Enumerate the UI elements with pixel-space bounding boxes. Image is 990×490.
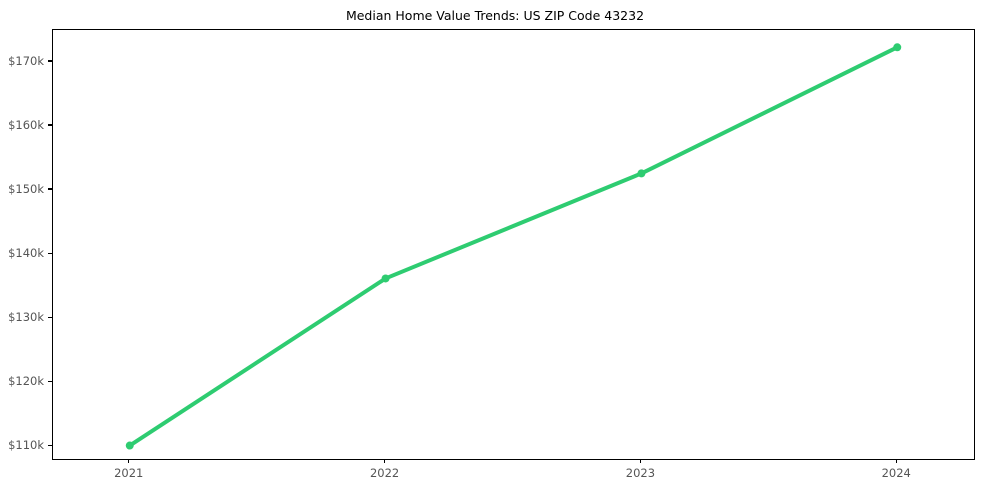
y-tick-mark	[48, 252, 52, 254]
data-point-marker	[637, 169, 646, 178]
x-tick-mark	[895, 459, 897, 463]
data-point-marker	[893, 43, 902, 52]
x-tick-label: 2023	[625, 466, 656, 480]
y-tick-label: $110k	[8, 438, 44, 453]
x-tick-label: 2024	[881, 466, 911, 480]
series-layer	[125, 43, 902, 450]
y-tick-mark	[48, 188, 52, 190]
series-line	[127, 45, 900, 448]
y-tick-label: $160k	[8, 118, 44, 133]
y-tick-label: $130k	[8, 310, 44, 325]
x-tick-mark	[383, 459, 386, 463]
y-tick-label: $140k	[8, 246, 44, 261]
y-tick-label: $150k	[8, 182, 44, 197]
x-tick-mark	[128, 459, 130, 463]
plot-area	[52, 29, 975, 460]
data-point-marker	[381, 274, 390, 283]
x-tick-label: 2021	[114, 466, 144, 480]
chart-title: Median Home Value Trends: US ZIP Code 43…	[345, 8, 645, 23]
x-tick-mark	[639, 459, 641, 463]
y-tick-mark	[48, 380, 52, 382]
y-tick-mark	[48, 124, 52, 126]
data-point-marker	[125, 441, 134, 450]
y-tick-label: $120k	[8, 374, 44, 389]
x-tick-label: 2022	[369, 466, 400, 480]
y-tick-label: $170k	[8, 54, 44, 68]
y-tick-mark	[48, 60, 52, 62]
y-tick-mark	[48, 316, 52, 318]
y-tick-mark	[48, 444, 52, 446]
